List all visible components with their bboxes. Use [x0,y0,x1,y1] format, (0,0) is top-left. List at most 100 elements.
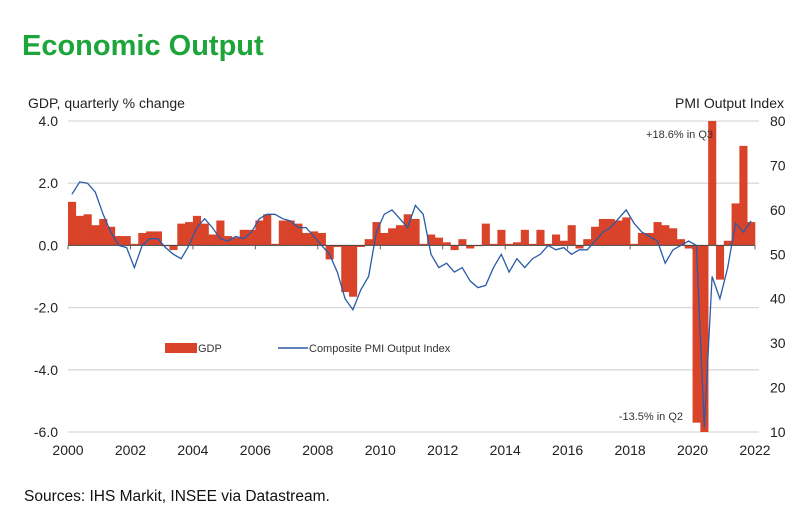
gdp-bar [715,245,725,280]
x-tick-label: 2004 [177,442,208,458]
gdp-bar [99,218,108,246]
gdp-bar [216,220,225,246]
gdp-bar [130,243,139,246]
gdp-bar [278,220,287,246]
gdp-bar [302,232,311,246]
x-tick-label: 2002 [115,442,146,458]
gdp-bar [388,228,397,246]
gdp-bar [505,243,514,246]
gdp-bar [450,245,459,251]
gdp-bar [263,214,272,246]
gdp-bar [466,245,475,249]
gdp-bar [192,215,202,246]
left-tick-label: -4.0 [34,362,58,378]
gdp-bar [403,214,412,246]
right-tick-label: 60 [770,202,786,218]
gdp-bar [614,220,623,246]
x-tick-label: 2000 [52,442,83,458]
gdp-bar [380,232,389,246]
gdp-bar [68,201,77,246]
gdp-bar [75,215,84,246]
annotation-q3: +18.6% in Q3 [646,129,713,141]
gdp-bar [661,225,670,246]
gdp-bar [356,245,365,247]
right-axis-label: PMI Output Index [675,95,784,111]
gdp-bar [676,239,686,246]
gdp-bar [739,145,748,246]
gdp-bar [333,245,342,247]
legend-pmi-label: Composite PMI Output Index [309,343,451,355]
gdp-bar [349,245,358,297]
gdp-bar [747,222,756,246]
gdp-bar [481,223,490,246]
gdp-bar [700,245,709,432]
right-tick-label: 80 [770,113,786,129]
gdp-bar [544,243,553,246]
left-tick-label: 0.0 [39,237,59,253]
gdp-bar [442,242,451,246]
gdp-bar [294,223,303,246]
x-tick-label: 2006 [240,442,271,458]
gdp-bar [630,243,639,246]
x-tick-label: 2018 [615,442,646,458]
gdp-bar [122,236,131,246]
x-tick-label: 2022 [739,442,770,458]
gdp-bar [723,240,732,246]
gdp-bar [692,245,701,423]
right-tick-label: 30 [770,335,786,351]
gdp-bar [310,231,319,246]
gdp-bar [458,239,467,246]
x-tick-label: 2014 [490,442,521,458]
gdp-bar [559,240,568,246]
gdp-bar [434,237,444,246]
gdp-bar [325,245,334,260]
gdp-bar [606,218,615,246]
chart-title: Economic Output [22,30,264,62]
gdp-bar [708,121,717,246]
gdp-bar [169,245,178,251]
pmi-line [71,181,752,428]
gdp-bar [567,225,576,246]
gdp-bar [107,226,116,246]
left-tick-label: 4.0 [39,113,59,129]
gdp-bar [489,243,498,246]
x-tick-label: 2020 [677,442,708,458]
right-tick-label: 70 [770,157,786,173]
left-axis-label: GDP, quarterly % change [28,95,185,111]
right-tick-label: 50 [770,246,786,262]
gdp-bar [536,229,545,246]
left-tick-label: -6.0 [34,424,58,440]
gdp-bar [497,229,506,246]
gdp-bar [684,245,693,249]
gdp-bar [185,222,194,246]
gdp-bar [91,225,100,246]
gdp-bar [270,243,280,246]
x-tick-label: 2016 [552,442,583,458]
source-note: Sources: IHS Markit, INSEE via Datastrea… [24,488,330,505]
legend: GDP Composite PMI Output Index [165,343,451,355]
gdp-bar [645,232,654,246]
gdp-bar [591,226,600,246]
gdp-bar [255,220,264,246]
legend-gdp-label: GDP [198,343,222,355]
right-tick-label: 10 [770,424,786,440]
right-tick-label: 40 [770,291,786,307]
x-tick-label: 2012 [427,442,458,458]
gdp-bar [520,229,529,246]
legend-gdp-swatch [165,343,197,353]
annotation-q2: -13.5% in Q2 [619,411,683,423]
gdp-bar [286,220,295,246]
gdp-bar [317,232,326,246]
x-tick-label: 2008 [302,442,333,458]
gdp-bar [177,223,186,246]
gdp-bar [247,229,256,246]
gdp-bar [239,229,248,246]
left-tick-label: -2.0 [34,300,58,316]
gdp-bar [419,243,428,246]
gdp-bar [114,236,123,246]
gdp-bar [427,234,436,246]
gdp-bar [231,237,241,246]
gdp-bar [208,234,217,246]
gdp-bar [552,234,561,246]
